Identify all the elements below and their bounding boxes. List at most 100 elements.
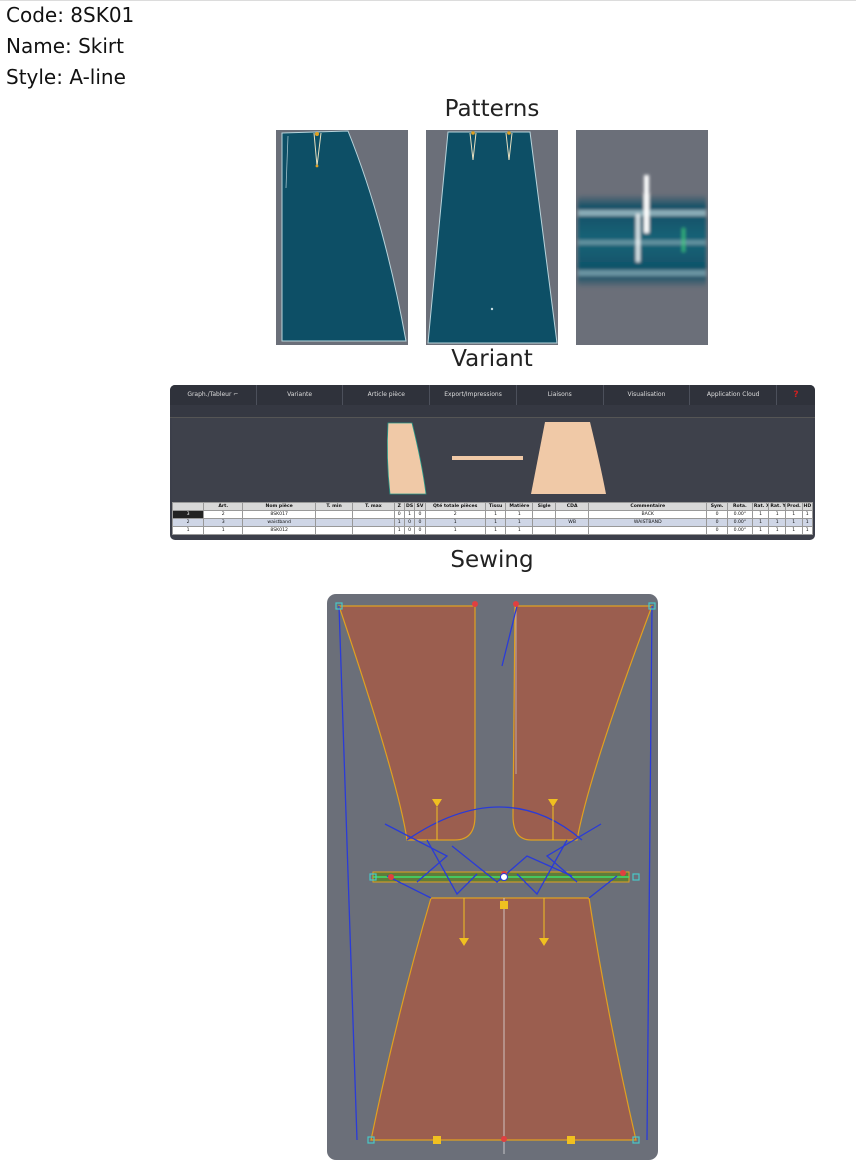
table-cell[interactable]: 3: [171, 510, 205, 519]
pattern-image-front[interactable]: [276, 130, 408, 345]
menu-variante[interactable]: Variante: [257, 385, 344, 405]
patterns-heading: Patterns: [444, 96, 540, 122]
table-row[interactable]: 1 1 8SK012 1 0 0 1 1 1 0 0.00° 1 1 1 1: [171, 526, 813, 535]
table-row[interactable]: 3 2 8SK017 0 1 0 2 1 1 BACK 0 0.00° 1 1 …: [171, 510, 813, 519]
column-header[interactable]: Rota.: [726, 502, 753, 511]
table-cell[interactable]: waistband: [242, 518, 316, 527]
table-cell[interactable]: 0: [706, 526, 728, 535]
table-cell[interactable]: 8SK017: [242, 510, 316, 519]
table-cell[interactable]: 1: [505, 510, 534, 519]
table-cell[interactable]: [352, 518, 395, 527]
column-header[interactable]: Rat. Y: [768, 502, 786, 511]
table-cell[interactable]: 1: [505, 518, 534, 527]
table-cell[interactable]: 1: [784, 526, 803, 535]
column-header[interactable]: CDA: [555, 502, 590, 511]
table-cell[interactable]: 2: [171, 518, 205, 527]
table-cell[interactable]: [314, 526, 354, 535]
table-cell[interactable]: 1: [424, 526, 486, 535]
table-cell[interactable]: 1: [505, 526, 534, 535]
column-header[interactable]: Sym.: [706, 502, 728, 511]
table-cell[interactable]: 1: [424, 518, 486, 527]
table-cell[interactable]: 1: [784, 510, 803, 519]
column-header[interactable]: Qté totale pièces: [424, 502, 486, 511]
table-cell[interactable]: 1: [784, 518, 803, 527]
table-cell[interactable]: WAISTBAND: [588, 518, 708, 527]
column-header[interactable]: Rat. X: [751, 502, 770, 511]
table-cell[interactable]: 1: [203, 526, 244, 535]
menu-export-impressions[interactable]: Export/Impressions: [430, 385, 517, 405]
menu-application-cloud[interactable]: Application Cloud: [690, 385, 778, 405]
table-cell[interactable]: 1: [768, 526, 786, 535]
column-header[interactable]: SV: [414, 502, 426, 511]
table-cell[interactable]: 1: [171, 526, 205, 535]
sewing-screenshot[interactable]: [327, 594, 658, 1160]
table-row[interactable]: 2 3 waistband 1 0 0 1 1 1 WB WAISTBAND 0…: [171, 518, 813, 527]
table-cell[interactable]: 1: [751, 526, 770, 535]
column-header[interactable]: Commentaire: [588, 502, 708, 511]
table-cell[interactable]: 1: [751, 510, 770, 519]
table-cell[interactable]: [352, 510, 395, 519]
column-header[interactable]: Tissu: [484, 502, 507, 511]
column-header[interactable]: Matière: [505, 502, 534, 511]
table-cell[interactable]: 0: [414, 518, 426, 527]
table-cell[interactable]: [314, 518, 354, 527]
menu-article-piece[interactable]: Article pièce: [343, 385, 431, 405]
table-cell[interactable]: 0.00°: [726, 526, 753, 535]
table-cell[interactable]: [555, 526, 590, 535]
column-header[interactable]: DS: [403, 502, 416, 511]
table-cell[interactable]: 1: [751, 518, 770, 527]
table-cell[interactable]: 1: [484, 518, 507, 527]
column-header[interactable]: Art.: [203, 502, 244, 511]
table-cell[interactable]: 0: [706, 510, 728, 519]
table-cell[interactable]: 0: [706, 518, 728, 527]
product-name: Name: Skirt: [6, 34, 124, 58]
help-icon[interactable]: ?: [793, 390, 799, 400]
sewing-heading: Sewing: [450, 547, 534, 573]
table-cell[interactable]: 1: [801, 518, 813, 527]
menu-graph-tableur[interactable]: Graph./Tableur ⌐: [170, 385, 257, 405]
table-cell[interactable]: [532, 510, 557, 519]
table-cell[interactable]: 1: [484, 510, 507, 519]
column-header: [171, 502, 205, 511]
table-cell[interactable]: 0.00°: [726, 518, 753, 527]
pattern-image-waistband[interactable]: [576, 130, 708, 345]
table-cell[interactable]: WB: [555, 518, 590, 527]
table-cell[interactable]: [588, 526, 708, 535]
table-cell[interactable]: 1: [393, 518, 405, 527]
table-cell[interactable]: [532, 518, 557, 527]
table-cell[interactable]: 0: [414, 510, 426, 519]
table-cell[interactable]: 1: [768, 518, 786, 527]
variant-canvas[interactable]: [172, 418, 813, 502]
pattern-image-back[interactable]: [426, 130, 558, 345]
table-cell[interactable]: 0: [403, 518, 416, 527]
table-cell[interactable]: 1: [393, 526, 405, 535]
column-header[interactable]: T. max: [352, 502, 395, 511]
table-cell[interactable]: 1: [403, 510, 416, 519]
table-cell[interactable]: 0: [393, 510, 405, 519]
column-header[interactable]: Prod.: [784, 502, 803, 511]
column-header[interactable]: HD: [801, 502, 813, 511]
table-cell[interactable]: [532, 526, 557, 535]
table-cell[interactable]: 1: [801, 526, 813, 535]
table-cell[interactable]: 3: [203, 518, 244, 527]
table-cell[interactable]: BACK: [588, 510, 708, 519]
table-cell[interactable]: 0.00°: [726, 510, 753, 519]
column-header[interactable]: T. min: [314, 502, 354, 511]
menu-liaisons[interactable]: Liaisons: [517, 385, 604, 405]
table-cell[interactable]: [314, 510, 354, 519]
table-cell[interactable]: 1: [484, 526, 507, 535]
table-cell[interactable]: 8SK012: [242, 526, 316, 535]
table-cell[interactable]: [352, 526, 395, 535]
column-header[interactable]: Sigle: [532, 502, 557, 511]
table-cell[interactable]: 1: [768, 510, 786, 519]
table-cell[interactable]: 0: [414, 526, 426, 535]
column-header[interactable]: Z: [393, 502, 405, 511]
table-cell[interactable]: 2: [424, 510, 486, 519]
table-cell[interactable]: 2: [203, 510, 244, 519]
menu-visualisation[interactable]: Visualisation: [604, 385, 691, 405]
table-cell[interactable]: [555, 510, 590, 519]
table-cell[interactable]: 0: [403, 526, 416, 535]
column-header[interactable]: Nom pièce: [242, 502, 316, 511]
table-cell[interactable]: 1: [801, 510, 813, 519]
variant-table: Art. Nom pièce T. min T. max Z DS SV Qté…: [171, 502, 813, 535]
